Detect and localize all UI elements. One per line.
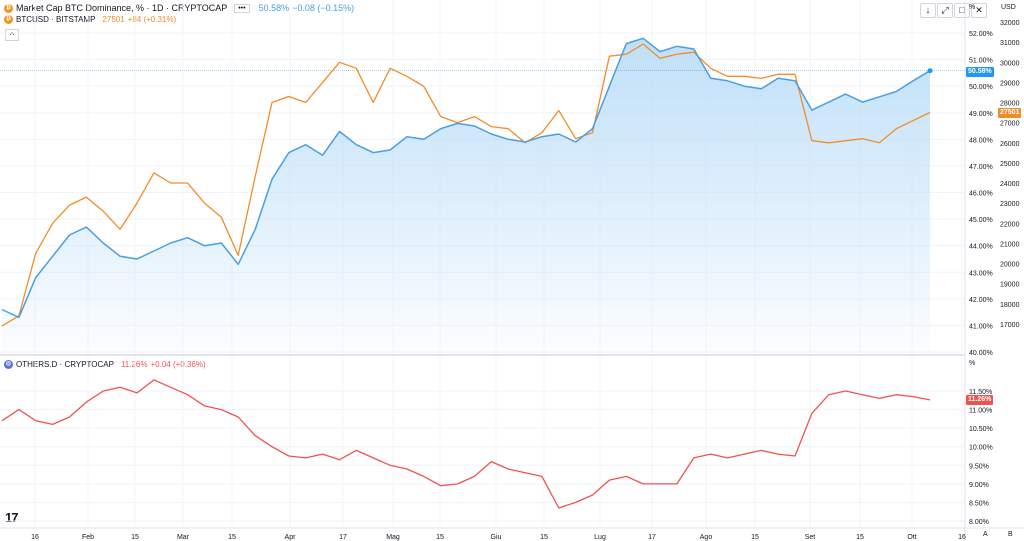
- others-coin-icon: ◎: [4, 360, 13, 369]
- bitcoin-coin-icon: ₿: [4, 15, 13, 24]
- btc-series-value: 27501: [102, 15, 125, 24]
- dominance-line[interactable]: [1, 37, 931, 319]
- collapse-legend-button[interactable]: ^: [5, 29, 19, 41]
- dominance-price-badge: 50.58%: [966, 67, 994, 77]
- x-tick-label: 16: [31, 534, 39, 541]
- bitcoin-coin-icon: ₿: [4, 3, 13, 13]
- scroll-down-button[interactable]: ↓: [920, 3, 936, 18]
- y-tick-label: 11.50%: [969, 389, 992, 396]
- btc-series-title: BTCUSD · BITSTAMP: [16, 15, 96, 24]
- btc-price-line[interactable]: [1, 43, 931, 327]
- others-price-badge: 11.26%: [966, 395, 994, 405]
- usd-tick-label: 23000: [1000, 201, 1020, 208]
- usd-tick-label: 26000: [1000, 141, 1020, 148]
- usd-tick-label: 18000: [1000, 302, 1020, 309]
- x-tick-label: Ott: [907, 534, 916, 541]
- main-series-legend[interactable]: ₿ Market Cap BTC Dominance, % · 1D · CRY…: [4, 3, 354, 13]
- y-tick-label: 42.00%: [969, 297, 993, 304]
- usd-axis-unit[interactable]: USD: [1001, 4, 1016, 11]
- y-tick-label: 51.00%: [969, 58, 993, 65]
- y-tick-label: 9.00%: [969, 482, 989, 489]
- main-series-title: Market Cap BTC Dominance, % · 1D · CRYPT…: [16, 3, 228, 13]
- others-series-change: +0.04 (+0.36%): [150, 360, 206, 369]
- others-dominance-line[interactable]: [1, 379, 931, 509]
- x-tick-label: Mag: [386, 534, 400, 541]
- usd-tick-label: 32000: [1000, 20, 1020, 27]
- y-tick-label: 8.50%: [969, 500, 989, 507]
- x-tick-label: Apr: [285, 534, 297, 541]
- y-tick-label: 46.00%: [969, 191, 993, 198]
- btc-series-legend[interactable]: ₿ BTCUSD · BITSTAMP 27501 +84 (+0.31%): [4, 15, 176, 24]
- x-tick-label: Lug: [594, 534, 606, 541]
- y-tick-label: 10.00%: [969, 445, 993, 452]
- usd-tick-label: 24000: [1000, 181, 1020, 188]
- more-options-button[interactable]: •••: [234, 3, 250, 13]
- usd-tick-label: 25000: [1000, 161, 1020, 168]
- x-tick-label: Feb: [82, 534, 94, 541]
- y-tick-label: 41.00%: [969, 323, 993, 330]
- x-tick-label: Set: [805, 534, 816, 541]
- y-tick-label: 8.00%: [969, 519, 989, 526]
- y-tick-label: 40.00%: [969, 350, 993, 357]
- y-tick-label: 9.50%: [969, 463, 989, 470]
- usd-tick-label: 21000: [1000, 241, 1020, 248]
- chevron-up-icon: ^: [10, 30, 14, 40]
- usd-tick-label: 20000: [1000, 262, 1020, 269]
- usd-tick-label: 22000: [1000, 221, 1020, 228]
- others-series-value: 11.26%: [120, 360, 148, 369]
- close-button[interactable]: ✕: [971, 3, 987, 18]
- x-tick-label: Ago: [700, 534, 713, 541]
- y-tick-label: 44.00%: [969, 244, 993, 251]
- x-tick-label: 15: [228, 534, 236, 541]
- x-tick-label: 15: [856, 534, 864, 541]
- btc-price-badge: 27501: [998, 108, 1022, 118]
- pct-axis-unit-bottom[interactable]: %: [969, 360, 976, 367]
- usd-tick-label: 27000: [1000, 121, 1020, 128]
- y-tick-label: 45.00%: [969, 217, 993, 224]
- log-scale-button[interactable]: B: [1008, 531, 1013, 538]
- y-tick-label: 43.00%: [969, 270, 993, 277]
- usd-tick-label: 31000: [1000, 40, 1020, 47]
- x-tick-label: 15: [131, 534, 139, 541]
- usd-tick-label: 19000: [1000, 282, 1020, 289]
- others-series-title: OTHERS.D · CRYPTOCAP: [16, 360, 114, 369]
- y-tick-label: 50.00%: [969, 84, 993, 91]
- pct-axis-unit-top[interactable]: %: [969, 4, 976, 11]
- usd-tick-label: 29000: [1000, 80, 1020, 87]
- main-series-change: −0.08 (−0.15%): [292, 3, 355, 13]
- x-tick-label: Giu: [491, 534, 502, 541]
- others-series-legend[interactable]: ◎ OTHERS.D · CRYPTOCAP 11.26% +0.04 (+0.…: [4, 360, 206, 369]
- dominance-last-point: [927, 68, 933, 74]
- x-tick-label: 15: [436, 534, 444, 541]
- y-tick-label: 47.00%: [969, 164, 993, 171]
- x-tick-label: 17: [648, 534, 656, 541]
- x-tick-label: 15: [751, 534, 759, 541]
- y-tick-label: 48.00%: [969, 137, 993, 144]
- usd-tick-label: 17000: [1000, 322, 1020, 329]
- x-tick-label: 17: [339, 534, 347, 541]
- y-tick-label: 52.00%: [969, 31, 993, 38]
- dominance-area: [2, 38, 930, 353]
- x-tick-label: Mar: [177, 534, 190, 541]
- main-series-value: 50.58%: [258, 3, 290, 13]
- x-tick-label: 15: [540, 534, 548, 541]
- maximize-button[interactable]: ⤢: [937, 3, 953, 18]
- y-tick-label: 49.00%: [969, 111, 993, 118]
- y-tick-label: 11.00%: [969, 408, 992, 415]
- x-tick-label: 16: [958, 534, 966, 541]
- usd-tick-label: 30000: [1000, 60, 1020, 67]
- usd-tick-label: 28000: [1000, 101, 1020, 108]
- btc-series-change: +84 (+0.31%): [127, 15, 177, 24]
- auto-scale-button[interactable]: A: [983, 531, 988, 538]
- y-tick-label: 10.50%: [969, 426, 993, 433]
